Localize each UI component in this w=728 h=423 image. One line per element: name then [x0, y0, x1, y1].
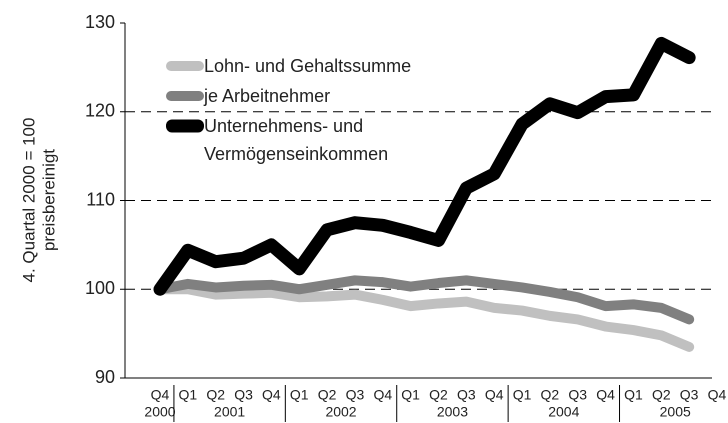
series-line: [155, 284, 695, 352]
legend-swatch: [166, 112, 204, 140]
legend-item: je Arbeitnehmer: [166, 82, 464, 110]
x-group-label: 2002: [325, 404, 356, 420]
x-group-label: 2003: [437, 404, 468, 420]
legend: Lohn- und Gehaltssumme je Arbeitnehmer Unt…: [166, 52, 464, 170]
x-tick-label: Q4: [262, 387, 281, 403]
legend-label: Lohn- und Gehaltssumme: [204, 56, 412, 76]
x-tick-label: Q1: [513, 387, 532, 403]
x-tick-label: Q4: [151, 387, 170, 403]
y-tick-label: 100: [85, 278, 115, 298]
x-tick-label: Q4: [485, 387, 504, 403]
x-tick-label: Q3: [568, 387, 587, 403]
x-tick-label: Q4: [596, 387, 615, 403]
legend-swatch: [166, 82, 204, 110]
series-line: [155, 275, 695, 325]
x-group-label: 2004: [548, 404, 579, 420]
x-tick-label: Q3: [234, 387, 253, 403]
x-tick-label: Q1: [290, 387, 309, 403]
x-tick-label: Q3: [680, 387, 699, 403]
x-tick-label: Q3: [457, 387, 476, 403]
y-tick-label: 130: [85, 12, 115, 32]
x-group-label: 2000: [144, 404, 175, 420]
y-tick-label: 110: [86, 189, 115, 209]
x-tick-label: Q4: [708, 387, 727, 403]
legend-label: je Arbeitnehmer: [204, 86, 331, 106]
x-tick-label: Q3: [346, 387, 365, 403]
legend-label: Unternehmens- und Vermögenseinkommen: [204, 116, 389, 164]
x-tick-label: Q4: [373, 387, 392, 403]
x-tick-label: Q1: [401, 387, 420, 403]
x-group-label: 2005: [660, 404, 691, 420]
y-tick-label: 120: [85, 101, 115, 121]
legend-swatch: [166, 52, 204, 80]
x-tick-label: Q2: [652, 387, 671, 403]
x-tick-label: Q2: [206, 387, 225, 403]
legend-item: Unternehmens- und Vermögenseinkommen: [166, 112, 464, 168]
x-tick-label: Q2: [318, 387, 337, 403]
series-line: [153, 36, 696, 296]
y-tick-label: 90: [95, 367, 115, 387]
x-tick-label: Q2: [429, 387, 448, 403]
y-axis-label: 4. Quartal 2000 = 100: [19, 118, 38, 283]
legend-item: Lohn- und Gehaltssumme: [166, 52, 464, 80]
x-tick-label: Q1: [624, 387, 643, 403]
x-tick-label: Q1: [179, 387, 198, 403]
x-tick-label: Q2: [541, 387, 560, 403]
x-group-label: 2001: [214, 404, 245, 420]
y-axis-label: preisbereinigt: [39, 149, 58, 251]
